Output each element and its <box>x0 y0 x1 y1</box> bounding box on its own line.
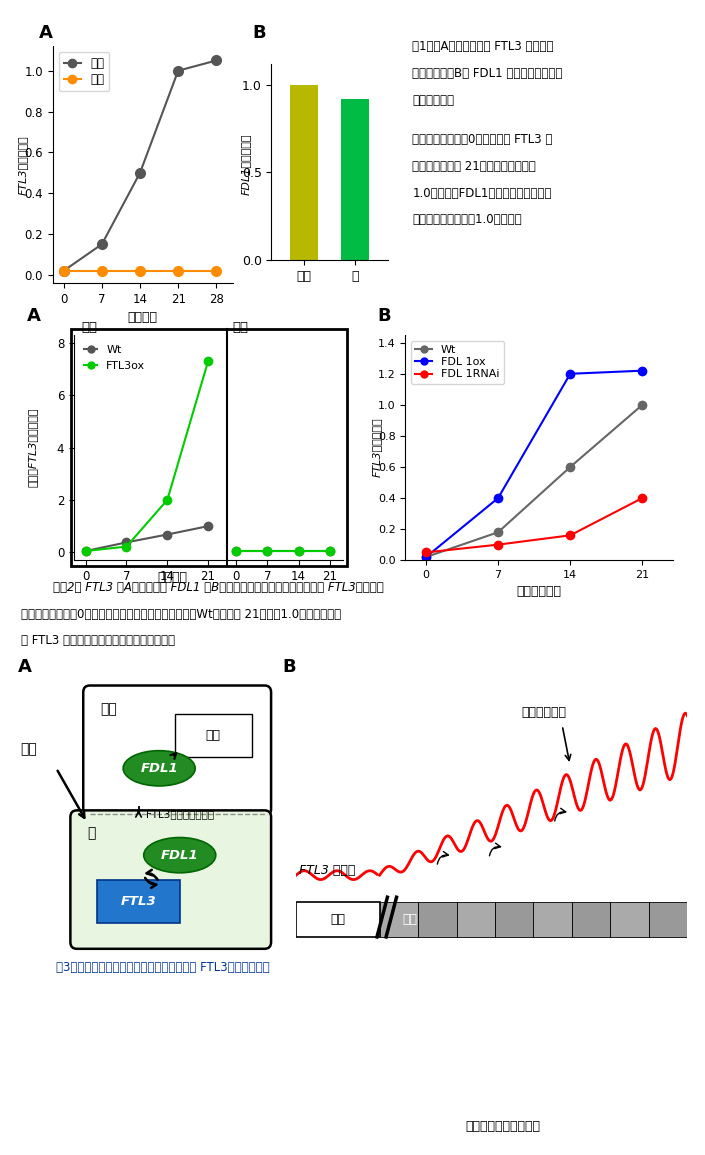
Bar <box>341 98 369 260</box>
Text: B: B <box>282 658 295 676</box>
Text: 葉: 葉 <box>87 827 95 841</box>
Text: FTL3 発現量: FTL3 発現量 <box>299 864 355 878</box>
Legend: 短日, 長日: 短日, 長日 <box>59 52 109 91</box>
Text: 性 FTL3 のみを検出する方法を用いている。: 性 FTL3 のみを検出する方法を用いている。 <box>21 634 175 647</box>
FancyBboxPatch shape <box>97 880 180 923</box>
Text: 図3　キクにおける繰り返し短日条件下での FTL3誘導の模式図: 図3 キクにおける繰り返し短日条件下での FTL3誘導の模式図 <box>56 961 270 974</box>
Legend: Wt, FTL3ox: Wt, FTL3ox <box>80 341 150 375</box>
Text: 長日: 長日 <box>331 912 345 926</box>
X-axis label: 短日処理日数: 短日処理日数 <box>517 586 562 598</box>
Bar <box>534 902 572 937</box>
Text: FTL3相対発現量: FTL3相対発現量 <box>18 135 27 195</box>
Text: 短日: 短日 <box>20 743 37 757</box>
FancyBboxPatch shape <box>83 686 271 815</box>
Text: FDL1: FDL1 <box>161 849 199 862</box>
Text: A: A <box>39 24 53 42</box>
Bar <box>290 84 318 260</box>
Text: 内在性FTL3相対発現量: 内在性FTL3相対発現量 <box>27 408 37 486</box>
Text: 日長処理開始日を0日目とし、 FTL3 相: 日長処理開始日を0日目とし、 FTL3 相 <box>412 134 553 147</box>
Text: 短日: 短日 <box>403 912 418 926</box>
Text: 処理日数: 処理日数 <box>158 571 188 584</box>
Text: 茎頂: 茎頂 <box>100 702 117 716</box>
Text: 対発現量は短日 21日目における値を: 対発現量は短日 21日目における値を <box>412 161 537 173</box>
Text: る発現量比較: る発現量比較 <box>412 94 455 106</box>
Text: 図2　 FTL3 （A）　および FDL1 （B）　組換え体の葉における内在性 FTL3の発現量: 図2 FTL3 （A） および FDL1 （B） 組換え体の葉における内在性 F… <box>53 581 384 594</box>
Bar <box>572 902 611 937</box>
X-axis label: 処理日数: 処理日数 <box>128 311 158 325</box>
Bar <box>649 902 687 937</box>
Bar <box>611 902 649 937</box>
Bar <box>296 902 379 937</box>
Bar <box>495 902 534 937</box>
Text: A: A <box>18 658 32 676</box>
Text: 開花: 開花 <box>206 729 221 743</box>
Bar <box>379 902 418 937</box>
Text: B: B <box>377 307 391 325</box>
Bar <box>418 902 457 937</box>
Text: 自己誘導機構: 自己誘導機構 <box>522 707 566 720</box>
Legend: Wt, FDL 1ox, FDL 1RNAi: Wt, FDL 1ox, FDL 1RNAi <box>411 341 504 383</box>
Text: FDL1相対発現量: FDL1相対発現量 <box>241 133 251 195</box>
Ellipse shape <box>123 751 195 785</box>
FancyBboxPatch shape <box>70 811 271 948</box>
Text: 図1　（A）葉における FTL3 の発現量: 図1 （A）葉における FTL3 の発現量 <box>412 40 554 53</box>
Text: 1.0とする。FDL1相対発現量は０日目: 1.0とする。FDL1相対発現量は０日目 <box>412 186 552 200</box>
Ellipse shape <box>144 837 216 873</box>
Text: の推移　　（B） FDL1 の茎頂と葉におけ: の推移 （B） FDL1 の茎頂と葉におけ <box>412 67 563 80</box>
FancyBboxPatch shape <box>175 714 252 758</box>
Text: 長日: 長日 <box>233 321 249 334</box>
Text: FDL1: FDL1 <box>140 762 178 775</box>
Text: FTL3: FTL3 <box>121 895 157 908</box>
Text: FTL3相対発現量: FTL3相対発現量 <box>372 417 382 477</box>
Text: 日長処理開始日を0日目とする。相対発現量は野生株（Wt）・短日 21日目を1.0とする。内在: 日長処理開始日を0日目とする。相対発現量は野生株（Wt）・短日 21日目を1.0… <box>21 608 341 620</box>
Text: の茎頂における値を1.0とする。: の茎頂における値を1.0とする。 <box>412 213 522 226</box>
Text: （中野善公、久松完）: （中野善公、久松完） <box>465 1119 540 1133</box>
Bar <box>457 902 495 937</box>
Text: A: A <box>27 307 41 325</box>
Text: 短日: 短日 <box>82 321 97 334</box>
Text: B: B <box>252 24 266 42</box>
Text: FTL3タンパク質移行: FTL3タンパク質移行 <box>147 810 214 819</box>
